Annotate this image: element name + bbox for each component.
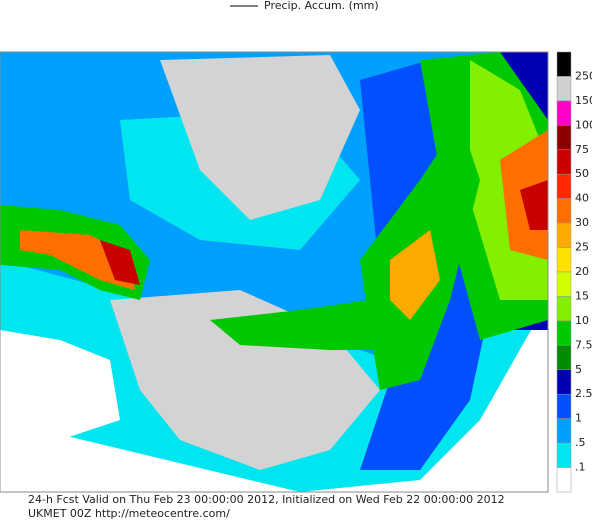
legend-swatch	[556, 76, 572, 102]
legend-label: 1	[575, 412, 582, 425]
legend-label: 5	[575, 363, 582, 376]
legend: 250 150 100 75 50 40 30 25 20 15 10 7.5 5 2.5 1 .5 .1	[556, 51, 592, 493]
legend-swatch	[556, 369, 572, 395]
legend-label: 50	[575, 167, 589, 180]
legend-swatch	[556, 296, 572, 322]
legend-swatch	[556, 51, 572, 77]
legend-label: 30	[575, 216, 589, 229]
legend-swatch	[556, 125, 572, 151]
legend-swatch	[556, 442, 572, 468]
legend-label: 250	[575, 69, 592, 82]
legend-label: 20	[575, 265, 589, 278]
legend-label: 15	[575, 289, 589, 302]
legend-swatch	[556, 320, 572, 346]
legend-label: 2.5	[575, 387, 592, 400]
legend-label: .1	[575, 461, 586, 474]
footer-line-2: UKMET 00Z http://meteocentre.com/	[28, 507, 230, 520]
legend-swatch	[556, 198, 572, 224]
legend-swatch	[556, 100, 572, 126]
legend-swatch	[556, 418, 572, 444]
legend-swatch	[556, 149, 572, 175]
legend-label: 150	[575, 94, 592, 107]
legend-swatch	[556, 247, 572, 273]
map	[0, 51, 549, 493]
legend-swatch	[556, 393, 572, 419]
legend-swatch	[556, 467, 572, 493]
legend-label: 10	[575, 314, 589, 327]
legend-label: 75	[575, 143, 589, 156]
legend-label: .5	[575, 436, 586, 449]
map-title: Precip. Accum. (mm)	[264, 0, 379, 12]
legend-label: 100	[575, 118, 592, 131]
legend-swatch	[556, 222, 572, 248]
legend-swatch	[556, 345, 572, 371]
footer-line-1: 24-h Fcst Valid on Thu Feb 23 00:00:00 2…	[28, 493, 505, 506]
legend-swatch	[556, 173, 572, 199]
legend-swatch	[556, 271, 572, 297]
legend-label: 25	[575, 241, 589, 254]
legend-label: 7.5	[575, 338, 592, 351]
legend-label: 40	[575, 192, 589, 205]
